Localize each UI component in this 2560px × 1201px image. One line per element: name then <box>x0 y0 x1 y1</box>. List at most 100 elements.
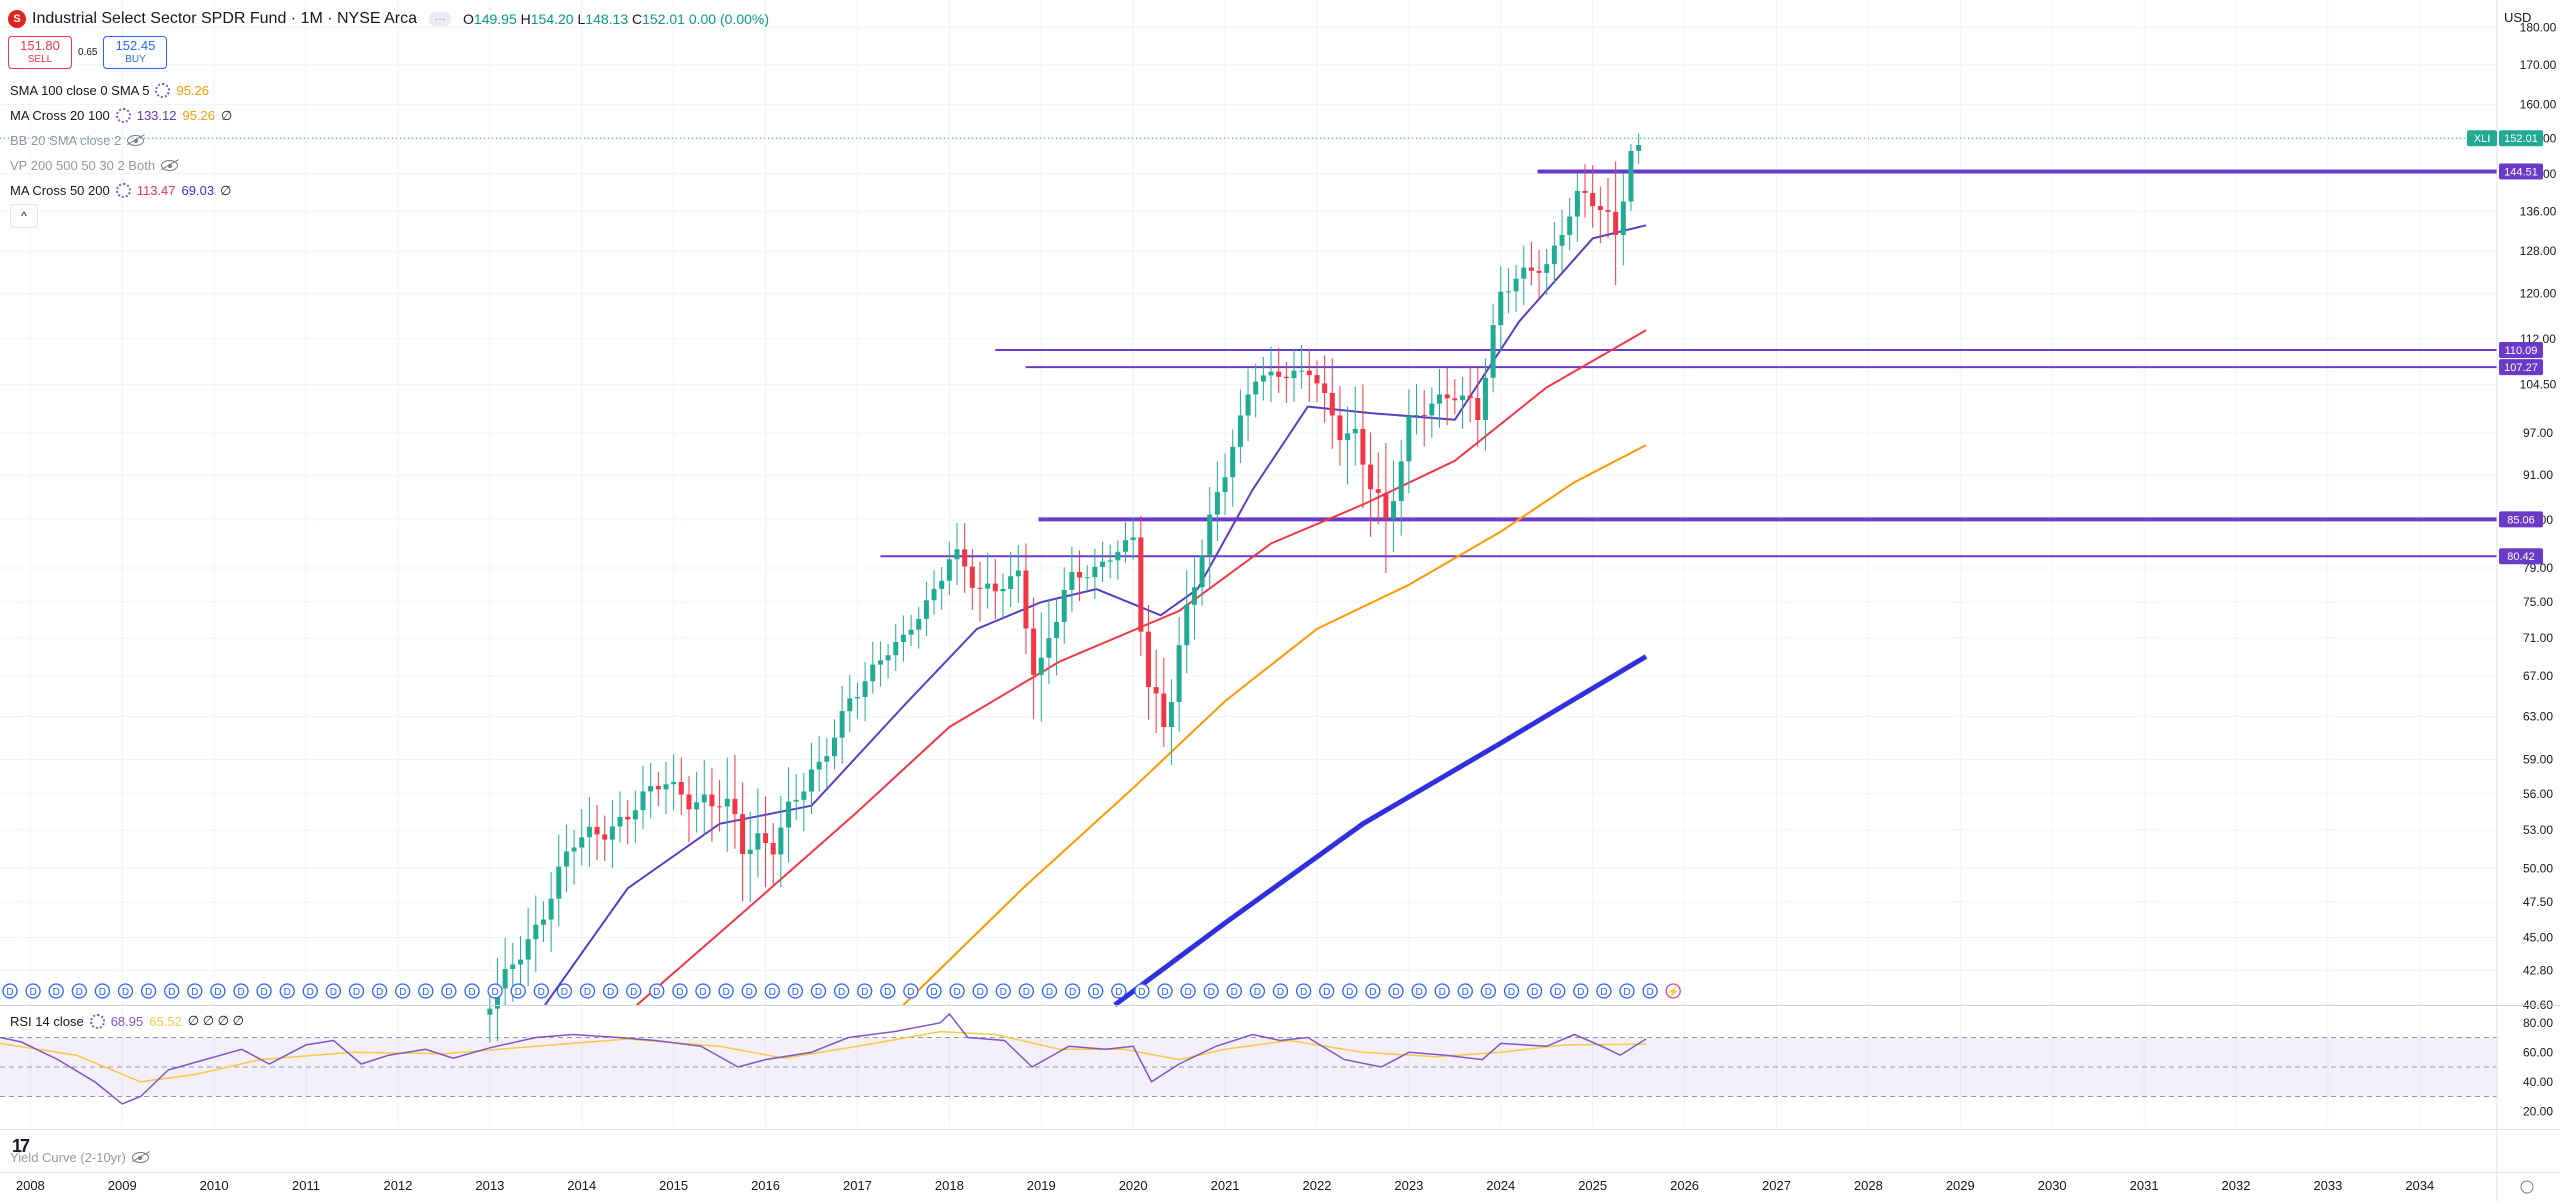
ma-line[interactable] <box>1113 654 1648 1008</box>
dividend-marker[interactable] <box>279 983 295 999</box>
buy-button[interactable]: 152.45 BUY <box>103 36 168 69</box>
ma-line[interactable] <box>902 444 1647 1006</box>
candle[interactable] <box>1636 144 1642 151</box>
candlesticks[interactable] <box>487 133 1642 1043</box>
dividend-marker[interactable] <box>464 983 480 999</box>
candle[interactable] <box>1475 398 1481 420</box>
candle[interactable] <box>571 847 577 852</box>
dividend-marker[interactable] <box>1619 983 1635 999</box>
candle[interactable] <box>1536 270 1542 273</box>
hidden-eye-icon[interactable] <box>127 135 145 146</box>
candle[interactable] <box>1161 693 1167 728</box>
candle[interactable] <box>1276 371 1282 377</box>
candle[interactable] <box>770 843 776 855</box>
dividend-marker[interactable] <box>1018 983 1035 999</box>
dividend-marker[interactable] <box>1503 983 1520 999</box>
hidden-eye-icon[interactable] <box>131 1152 149 1163</box>
horizontal-levels[interactable] <box>0 137 2497 558</box>
candle[interactable] <box>602 834 608 840</box>
dividend-marker[interactable] <box>233 983 249 999</box>
dividend-marker[interactable] <box>48 983 64 999</box>
dividend-marker[interactable] <box>1550 983 1566 999</box>
currency-label[interactable]: USD <box>2504 10 2532 25</box>
dividend-marker[interactable] <box>1411 983 1427 999</box>
candle[interactable] <box>1544 264 1550 273</box>
candle[interactable] <box>1345 433 1351 441</box>
yield-curve-name[interactable]: Yield Curve (2-10yr) <box>10 1150 126 1165</box>
candle[interactable] <box>1299 370 1305 372</box>
dividend-marker[interactable] <box>833 983 850 999</box>
candle[interactable] <box>1329 392 1335 416</box>
candle[interactable] <box>862 681 868 698</box>
dividend-marker[interactable] <box>764 983 780 999</box>
indicator-name[interactable]: SMA 100 close 0 SMA 5 <box>10 83 150 98</box>
dividend-marker[interactable] <box>117 983 134 999</box>
candle[interactable] <box>655 786 661 790</box>
candle[interactable] <box>678 781 684 795</box>
candle[interactable] <box>556 866 562 899</box>
candle[interactable] <box>1551 245 1557 265</box>
candle[interactable] <box>1482 377 1488 420</box>
candle[interactable] <box>1467 395 1473 399</box>
candle[interactable] <box>1391 501 1397 519</box>
candle[interactable] <box>517 959 523 965</box>
candle[interactable] <box>1077 571 1083 578</box>
candle[interactable] <box>548 898 554 920</box>
dividend-marker[interactable] <box>926 983 942 999</box>
dividend-marker[interactable] <box>371 983 388 999</box>
candle[interactable] <box>747 849 753 854</box>
candle[interactable] <box>854 697 860 699</box>
candle[interactable] <box>870 664 876 682</box>
dividend-marker[interactable] <box>1480 983 1497 999</box>
candle[interactable] <box>671 781 677 785</box>
candle[interactable] <box>540 919 546 925</box>
candle[interactable] <box>931 588 937 601</box>
candle[interactable] <box>969 566 975 588</box>
candle[interactable] <box>1145 631 1151 688</box>
candle[interactable] <box>1505 291 1511 293</box>
candle[interactable] <box>1000 588 1006 592</box>
candle[interactable] <box>1528 267 1534 271</box>
candle[interactable] <box>686 794 692 810</box>
dividend-marker[interactable] <box>995 983 1011 999</box>
candle[interactable] <box>1230 446 1236 478</box>
candle[interactable] <box>594 826 600 835</box>
candle[interactable] <box>625 816 631 820</box>
candle[interactable] <box>648 786 654 792</box>
dividend-marker[interactable] <box>1041 983 1058 999</box>
candle[interactable] <box>1429 403 1435 416</box>
candle[interactable] <box>847 698 853 712</box>
candle[interactable] <box>1597 206 1603 211</box>
dividend-marker[interactable] <box>949 983 965 999</box>
candle[interactable] <box>839 711 845 738</box>
candle[interactable] <box>1184 604 1190 646</box>
candle[interactable] <box>801 791 807 800</box>
candle[interactable] <box>1559 234 1565 246</box>
candle[interactable] <box>1253 381 1259 395</box>
candle[interactable] <box>1054 621 1060 639</box>
dividend-marker[interactable] <box>1249 983 1266 999</box>
ma-line[interactable] <box>544 224 1647 1006</box>
candle[interactable] <box>893 641 899 656</box>
dividend-marker[interactable] <box>741 983 757 999</box>
candle[interactable] <box>1245 394 1251 416</box>
settings-icon[interactable] <box>155 83 171 98</box>
candle[interactable] <box>946 559 952 581</box>
candle[interactable] <box>1069 571 1075 590</box>
candle[interactable] <box>1406 416 1412 462</box>
indicator-name[interactable]: BB 20 SMA close 2 <box>10 133 122 148</box>
dividend-marker[interactable] <box>903 983 919 999</box>
candle[interactable] <box>563 851 569 867</box>
candle[interactable] <box>1283 376 1289 379</box>
dividend-marker[interactable] <box>880 983 896 999</box>
dividend-marker[interactable] <box>1203 983 1219 999</box>
settings-icon[interactable] <box>89 1013 105 1029</box>
dividend-marker[interactable] <box>533 983 549 999</box>
candle[interactable] <box>1168 702 1174 728</box>
candle[interactable] <box>1498 291 1504 326</box>
indicator-name[interactable]: MA Cross 20 100 <box>10 108 110 123</box>
candle[interactable] <box>1421 415 1427 417</box>
indicator-row[interactable]: MA Cross 50 200 113.47 69.03 ∅ <box>10 178 232 203</box>
